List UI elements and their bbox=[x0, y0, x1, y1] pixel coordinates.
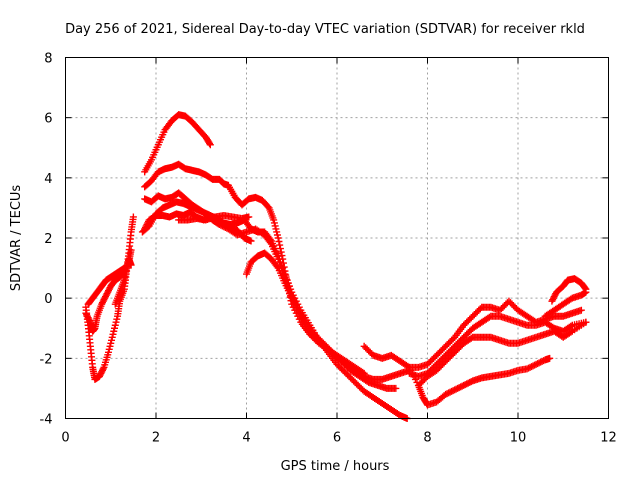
data-point bbox=[266, 236, 274, 244]
data-point bbox=[567, 322, 575, 330]
y-tick-label: 4 bbox=[44, 172, 52, 187]
data-point bbox=[404, 362, 412, 370]
series-arc-3.0 bbox=[138, 198, 255, 245]
x-tick-label: 8 bbox=[423, 431, 431, 446]
x-axis-label: GPS time / hours bbox=[281, 459, 390, 474]
x-tick-label: 4 bbox=[242, 431, 250, 446]
data-point bbox=[360, 369, 368, 377]
y-tick-label: 8 bbox=[44, 52, 52, 67]
series-late-low bbox=[541, 288, 590, 320]
x-tick-label: 6 bbox=[333, 431, 341, 446]
data-point bbox=[582, 318, 590, 326]
y-tick-label: 0 bbox=[44, 292, 52, 307]
y-tick-label: 2 bbox=[44, 232, 52, 247]
data-point bbox=[99, 365, 107, 373]
data-point bbox=[129, 213, 137, 221]
data-point bbox=[273, 263, 281, 271]
series-peak-6 bbox=[141, 111, 214, 176]
y-tick-label: -2 bbox=[40, 352, 53, 367]
data-point bbox=[277, 248, 285, 256]
y-axis-label: SDTVAR / TECUs bbox=[9, 185, 24, 292]
data-point bbox=[247, 237, 255, 245]
series-evening-d bbox=[360, 342, 554, 409]
data-point bbox=[127, 261, 135, 269]
series-evening-a bbox=[405, 297, 585, 371]
series-arc-early-d bbox=[111, 255, 135, 308]
data-point bbox=[276, 241, 284, 249]
series-arc-late-1.4 bbox=[243, 249, 368, 377]
data-point bbox=[567, 328, 575, 336]
x-tick-label: 2 bbox=[152, 431, 160, 446]
data-point bbox=[359, 368, 367, 376]
x-tick-label: 10 bbox=[510, 431, 527, 446]
y-tick-label: -4 bbox=[40, 413, 53, 428]
data-point bbox=[546, 354, 554, 362]
data-point bbox=[577, 306, 585, 314]
x-tick-label: 0 bbox=[61, 431, 69, 446]
data-point bbox=[582, 288, 590, 296]
data-point bbox=[392, 384, 400, 392]
data-points bbox=[82, 111, 590, 422]
data-point bbox=[206, 139, 214, 147]
data-point bbox=[245, 213, 253, 221]
data-point bbox=[127, 246, 135, 254]
chart-title: Day 256 of 2021, Sidereal Day-to-day VTE… bbox=[65, 22, 585, 37]
axis-ticks: 0 2 4 6 8 10 12 -4 -2 0 2 4 6 8 bbox=[40, 52, 617, 446]
x-tick-label: 12 bbox=[600, 431, 617, 446]
y-tick-label: 6 bbox=[44, 112, 52, 127]
data-point bbox=[275, 238, 283, 246]
series-late-bump bbox=[548, 275, 590, 305]
data-point bbox=[206, 141, 214, 149]
data-point bbox=[274, 234, 282, 242]
data-point bbox=[449, 335, 457, 343]
series-arc-2.7-flat bbox=[175, 211, 253, 224]
series-evening-b bbox=[405, 312, 590, 380]
